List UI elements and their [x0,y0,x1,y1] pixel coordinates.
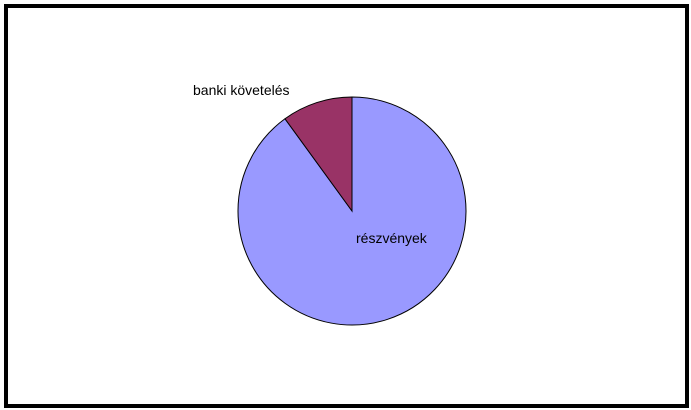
pie-slice-label: részvények [356,230,428,246]
pie-slice [284,96,353,213]
pie-slices [237,96,467,326]
pie-slice-label: banki követelés [193,82,290,98]
pie-slice [237,96,467,326]
pie-labels: részvények banki követelés [193,82,428,246]
